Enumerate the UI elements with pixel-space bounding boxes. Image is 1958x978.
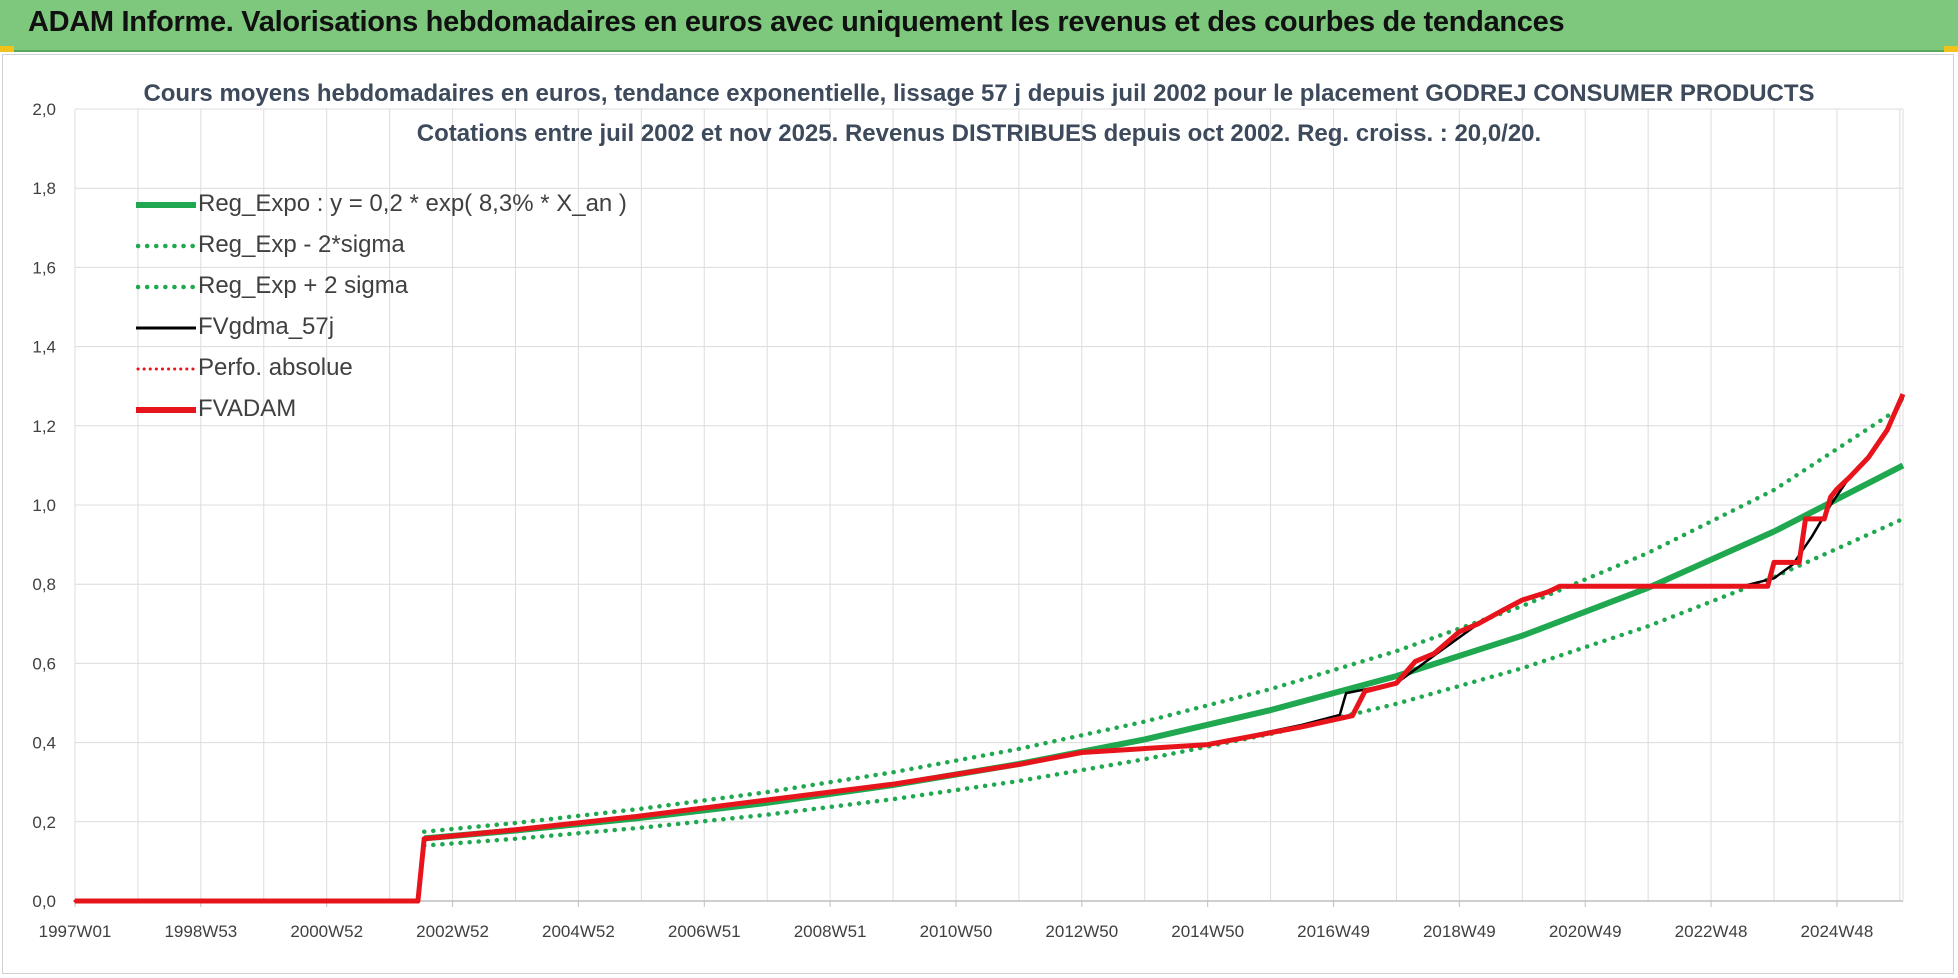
x-tick-label: 2020W49 (1549, 922, 1622, 941)
x-tick-label: 2012W50 (1045, 922, 1118, 941)
x-tick-label: 2010W50 (920, 922, 993, 941)
series-fvadam (75, 393, 1906, 904)
legend-label-reg-exp-plus: Reg_Exp + 2 sigma (198, 272, 409, 299)
y-tick-label: 1,2 (32, 417, 56, 436)
y-tick-label: 1,0 (32, 496, 56, 515)
legend-label-reg-expo: Reg_Expo : y = 0,2 * exp( 8,3% * X_an ) (198, 190, 627, 217)
chart-title-line-1: Cours moyens hebdomadaires en euros, ten… (143, 80, 1815, 107)
x-tick-label: 2016W49 (1297, 922, 1370, 941)
series-lines (73, 392, 1906, 904)
y-tick-label: 0,4 (32, 734, 56, 753)
x-tick-label: 2008W51 (794, 922, 867, 941)
legend-swatch-reg-exp-plus (136, 284, 196, 290)
series-reg-expo (423, 462, 1905, 842)
x-tick-label: 1997W01 (39, 922, 112, 941)
legend-label-reg-exp-minus: Reg_Exp - 2*sigma (198, 231, 405, 258)
legend-swatch-fvgdma (136, 326, 196, 330)
y-tick-label: 0,0 (32, 892, 56, 911)
y-tick-label: 1,4 (32, 338, 56, 357)
y-tick-label: 0,8 (32, 575, 56, 594)
y-tick-label: 2,0 (32, 100, 56, 119)
x-tick-label: 2002W52 (416, 922, 489, 941)
series-fvgdma-57j (75, 397, 1905, 903)
legend-swatch-perfo (136, 367, 196, 371)
report-banner: ADAM Informe. Valorisations hebdomadaire… (0, 0, 1958, 52)
legend-label-fvgdma: FVgdma_57j (198, 313, 335, 340)
series-perfo-absolue (73, 392, 1905, 903)
chart-area (2, 54, 1954, 974)
x-axis-ticks: 1997W01 1998W53 2000W52 2002W52 2004W52 2006W… (39, 901, 1874, 941)
x-tick-label: 1998W53 (164, 922, 237, 941)
report-title: ADAM Informe. Valorisations hebdomadaire… (28, 6, 1565, 38)
series-reg-exp-plus-2sigma (421, 403, 1906, 834)
y-tick-label: 1,8 (32, 179, 56, 198)
x-tick-label: 2000W52 (290, 922, 363, 941)
x-tick-label: 2006W51 (668, 922, 741, 941)
legend-label-perfo: Perfo. absolue (198, 354, 353, 381)
corner-accent (1944, 46, 1958, 52)
y-axis-ticks: 0,0 0,2 0,4 0,6 0,8 1,0 1,2 1,4 1,6 1,8 2,0 (32, 100, 56, 911)
series-reg-exp-minus-2sigma (421, 516, 1906, 848)
x-tick-label: 2014W50 (1171, 922, 1244, 941)
y-tick-label: 0,2 (32, 813, 56, 832)
legend-swatch-reg-exp-minus (136, 243, 196, 249)
x-tick-label: 2004W52 (542, 922, 615, 941)
y-tick-label: 0,6 (32, 654, 56, 673)
x-tick-label: 2024W48 (1801, 922, 1874, 941)
chart-title-line-2: Cotations entre juil 2002 et nov 2025. R… (416, 120, 1542, 147)
corner-accent (0, 46, 14, 52)
x-tick-label: 2022W48 (1675, 922, 1748, 941)
legend-swatch-reg-expo (136, 202, 196, 208)
legend-label-fvadam: FVADAM (198, 395, 297, 422)
y-tick-label: 1,6 (32, 258, 56, 277)
legend-swatch-fvadam (136, 407, 196, 413)
x-tick-label: 2018W49 (1423, 922, 1496, 941)
gridlines (74, 108, 1904, 902)
